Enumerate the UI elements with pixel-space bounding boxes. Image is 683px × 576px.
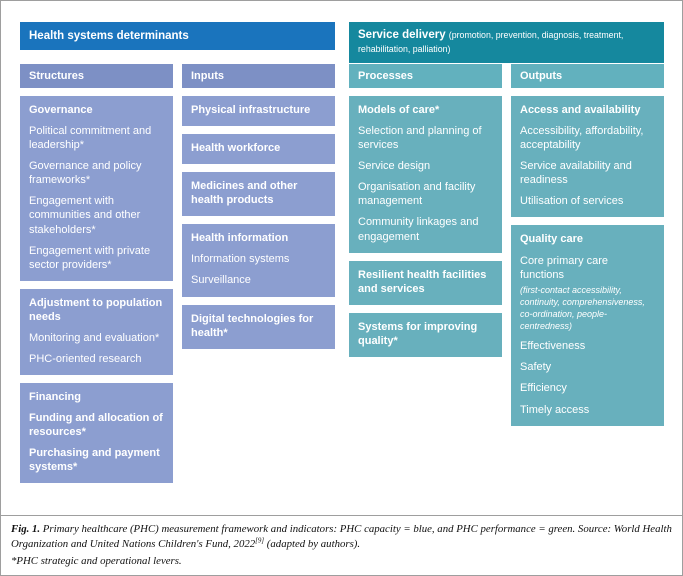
caption-footnote: *PHC strategic and operational levers. [11, 554, 182, 567]
framework-item: Medicines and other health products [191, 180, 298, 207]
column-header-outputs: Outputs [511, 64, 664, 88]
framework-item: Timely access [520, 403, 590, 416]
framework-item: Physical infrastructure [191, 104, 311, 116]
framework-item: Systems for improving quality* [358, 320, 478, 347]
caption-body: Primary healthcare (PHC) measurement fra… [11, 522, 672, 550]
framework-item: Surveillance [191, 274, 251, 287]
framework-item: PHC-oriented research [29, 353, 142, 366]
framework-item: Health information [191, 232, 289, 245]
framework-item: Accessibility, affordability, acceptabil… [520, 125, 644, 152]
framework-item: Governance and policy frameworks* [29, 160, 142, 187]
framework-item: Efficiency [520, 382, 567, 395]
framework-item: Adjustment to population needs [29, 296, 163, 323]
box-quality-care: Quality care Core primary care functions (… [511, 225, 664, 426]
box-financing: Financing Funding and allocation of resou… [20, 383, 173, 484]
framework-item: Organisation and facility management [358, 181, 476, 208]
framework-item: Political commitment and leadership* [29, 125, 152, 152]
framework-item: Governance [29, 104, 93, 116]
framework-item: Quality care [520, 233, 583, 246]
service-delivery-header: Service delivery (promotion, prevention,… [349, 22, 664, 63]
service-delivery-columns: Processes Models of care* Selection and pl… [349, 64, 664, 505]
framework-item: Models of care* [358, 104, 440, 116]
framework-item: Financing [29, 391, 81, 404]
framework-item: Monitoring and evaluation* [29, 331, 160, 344]
box-models-of-care: Models of care* Selection and planning of… [349, 96, 502, 253]
framework-item: Resilient health facilities and services [358, 268, 487, 295]
box-medicines-and-other-health-products: Medicines and other health products [182, 172, 335, 217]
framework-item: Health workforce [191, 142, 281, 155]
framework-item: Effectiveness [520, 340, 586, 353]
column-outputs: Outputs Access and availability Accessibil… [511, 64, 664, 505]
box-resilient-health-facilities-and-services: Resilient health facilities and services [349, 260, 502, 305]
framework-item: Community linkages and engagement [358, 216, 479, 243]
caption-tail: (adapted by authors). [264, 537, 361, 550]
box-stack: Access and availability Accessibility, af… [511, 96, 664, 426]
framework-item: (first-contact accessibility, continuity… [520, 284, 645, 332]
box-adjustment-to-population-needs: Adjustment to population needs Monitoring… [20, 288, 173, 376]
box-governance: Governance Political commitment and leade… [20, 96, 173, 281]
framework-item: Digital technologies for health* [191, 312, 314, 339]
box-digital-technologies-for-health: Digital technologies for health* [182, 304, 335, 349]
framework-item: Selection and planning of services [358, 125, 482, 152]
box-health-information: Health information Information systems Sur… [182, 224, 335, 297]
column-header-processes: Processes [349, 64, 502, 88]
service-delivery-panel: Service delivery (promotion, prevention,… [349, 22, 664, 505]
column-inputs: Inputs Physical infrastructure Health work… [182, 64, 335, 505]
box-stack: Physical infrastructure Health workforce M… [182, 96, 335, 349]
framework-item: Information systems [191, 253, 290, 266]
framework-item: Engagement with communities and other st… [29, 195, 141, 236]
figure-label: Fig. 1. [11, 522, 41, 535]
box-systems-for-improving-quality: Systems for improving quality* [349, 312, 502, 357]
framework-item: Funding and allocation of resources* [29, 412, 163, 439]
framework-item: Utilisation of services [520, 195, 624, 208]
framework-item: Service availability and readiness [520, 160, 632, 187]
column-processes: Processes Models of care* Selection and pl… [349, 64, 502, 505]
column-header-structures: Structures [20, 64, 173, 88]
box-health-workforce: Health workforce [182, 134, 335, 165]
box-access-and-availability: Access and availability Accessibility, af… [511, 96, 664, 218]
column-structures: Structures Governance Political commitment… [20, 64, 173, 505]
column-header-inputs: Inputs [182, 64, 335, 88]
box-stack: Models of care* Selection and planning of… [349, 96, 502, 357]
box-physical-infrastructure: Physical infrastructure [182, 96, 335, 127]
figure-caption: Fig. 1. Primary healthcare (PHC) measure… [1, 514, 682, 575]
framework-item: Engagement with private sector providers… [29, 244, 151, 271]
framework-item: Safety [520, 361, 552, 374]
framework-item: Purchasing and payment systems* [29, 447, 160, 474]
caption-reference: [9] [255, 536, 265, 545]
right-header-slot: Service delivery (promotion, prevention,… [349, 22, 664, 64]
service-delivery-note: (promotion, prevention, diagnosis, treat… [358, 30, 624, 55]
framework-item: Access and availability [520, 104, 641, 116]
phc-framework-diagram: Health systems determinants Structures Go… [1, 1, 682, 515]
framework-item: Core primary care functions [520, 254, 609, 281]
framework-item: Service design [358, 160, 431, 173]
health-systems-determinants-header: Health systems determinants [20, 22, 335, 50]
left-header-slot: Health systems determinants [20, 22, 335, 64]
health-systems-determinants-panel: Health systems determinants Structures Go… [20, 22, 335, 505]
service-delivery-title: Service delivery [358, 29, 446, 41]
caption-line: Fig. 1. Primary healthcare (PHC) measure… [11, 522, 672, 552]
determinants-columns: Structures Governance Political commitment… [20, 64, 335, 505]
box-stack: Governance Political commitment and leade… [20, 96, 173, 484]
